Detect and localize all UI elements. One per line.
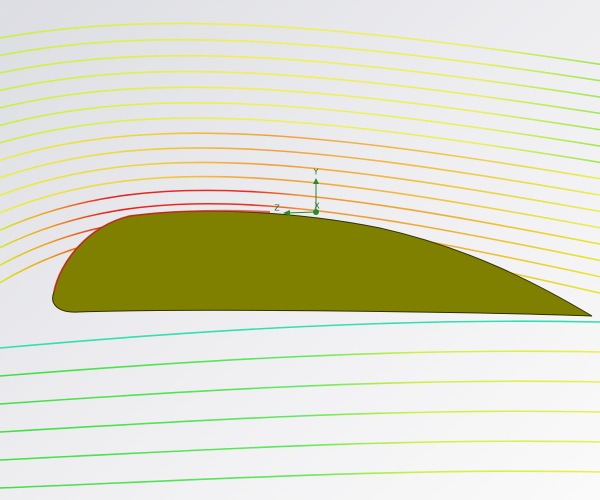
streamline [0, 38, 600, 82]
streamline [0, 147, 600, 196]
y-arrow [313, 178, 319, 184]
streamline [0, 101, 600, 147]
streamline [0, 470, 600, 489]
x-label: X [314, 202, 320, 211]
streamline [0, 117, 600, 164]
axis-triad: Y Z X [274, 168, 320, 216]
streamline [0, 189, 600, 245]
origin [313, 209, 319, 215]
streamline [0, 70, 600, 115]
streamline [0, 350, 600, 377]
z-axis [285, 211, 317, 214]
streamline [0, 132, 600, 180]
streamline [0, 54, 600, 98]
streamline [0, 175, 600, 229]
streamline [0, 320, 600, 349]
streamline [0, 86, 600, 131]
z-arrow [283, 210, 290, 216]
streamline [0, 380, 600, 405]
streamline [0, 161, 600, 213]
streamline [0, 410, 600, 433]
streamline [0, 22, 600, 66]
z-label: Z [274, 204, 280, 213]
streamline [0, 202, 600, 262]
y-label: Y [313, 168, 319, 177]
streamlines [0, 22, 600, 489]
streamline [0, 440, 600, 461]
leading-edge-highlight [53, 209, 271, 293]
